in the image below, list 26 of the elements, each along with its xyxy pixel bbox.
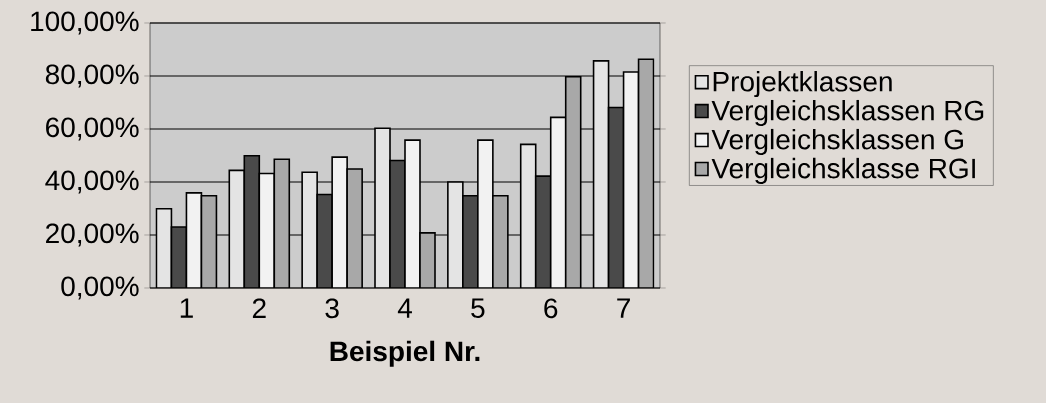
- y-tick-label: 100,00%: [31, 11, 139, 35]
- x-tick-label: 7: [617, 298, 630, 318]
- bar: [592, 60, 610, 288]
- bar: [607, 106, 625, 288]
- x-tick-label: 5: [471, 298, 485, 318]
- x-tick-label: 4: [397, 298, 412, 318]
- legend-label: Vergleichsklasse RGI: [711, 157, 975, 184]
- x-tick-label: 3: [325, 298, 339, 319]
- bar: [637, 58, 655, 288]
- legend-label: Projektklassen: [713, 71, 892, 98]
- x-tick-label: 1: [180, 298, 193, 318]
- bar: [155, 207, 173, 288]
- bar: [185, 192, 203, 288]
- x-tick-label: 2: [252, 298, 266, 318]
- legend-label: Vergleichsklassen RG: [711, 99, 984, 127]
- legend-label: Vergleichsklassen G: [711, 128, 963, 156]
- bar: [200, 194, 218, 288]
- y-tick-label: 60,00%: [46, 117, 139, 141]
- x-axis-title: Beispiel Nr.: [330, 340, 480, 367]
- bar: [170, 226, 188, 288]
- y-tick-label: 0,00%: [61, 276, 139, 300]
- x-tick-label: 6: [544, 298, 558, 319]
- bar: [622, 71, 640, 288]
- y-tick-label: 20,00%: [46, 223, 139, 247]
- y-tick-label: 40,00%: [45, 170, 139, 194]
- y-tick-label: 80,00%: [45, 64, 139, 88]
